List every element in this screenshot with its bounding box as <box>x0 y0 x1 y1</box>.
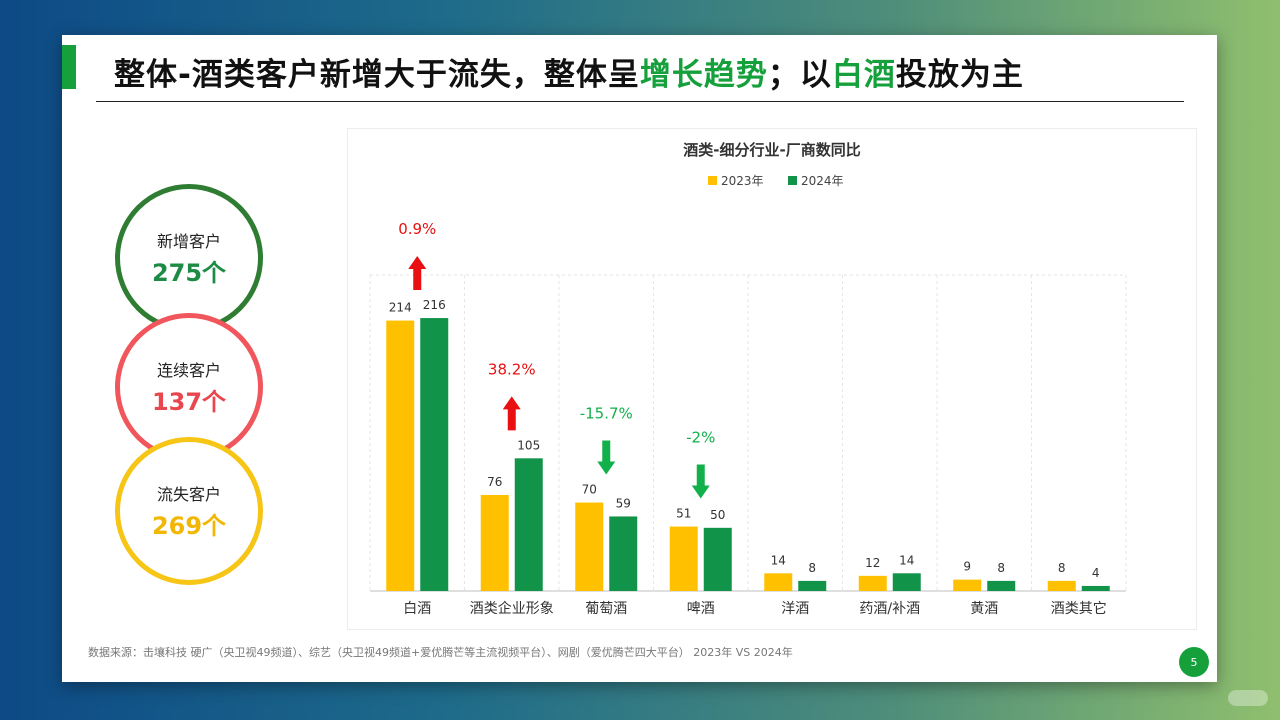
x-tick-label: 白酒 <box>403 601 431 617</box>
bar-2023 <box>669 526 698 591</box>
bar-2023 <box>1047 580 1076 591</box>
title-text-1: 整体-酒类客户新增大于流失，整体呈 <box>114 57 640 93</box>
data-label-2023: 70 <box>582 483 597 497</box>
legend-swatch-0 <box>708 176 717 185</box>
change-percent-label: 38.2% <box>488 360 536 378</box>
data-label-2023: 214 <box>389 301 412 315</box>
data-label-2023: 76 <box>487 475 502 489</box>
chart-panel: 酒类-细分行业-厂商数同比 2023年 2024年 214 216 白酒 76 105 酒类企业… <box>347 128 1197 630</box>
data-label-2024: 216 <box>423 298 446 312</box>
kpi-new-customers: 新增客户 275个 <box>115 184 263 332</box>
data-label-2024: 8 <box>997 561 1005 575</box>
bar-2023 <box>386 320 415 591</box>
title-divider <box>96 101 1184 102</box>
bar-2024 <box>987 580 1016 591</box>
x-tick-label: 啤酒 <box>687 601 715 617</box>
data-label-2023: 14 <box>771 553 786 567</box>
bar-2023 <box>764 573 793 591</box>
legend-swatch-1 <box>788 176 797 185</box>
data-source-note: 数据来源：击壤科技 硬广（央卫视49频道）、综艺（央卫视49频道+爱优腾芒等主流… <box>88 646 793 659</box>
kpi-continuing-label: 连续客户 <box>156 361 221 380</box>
kpi-new-label: 新增客户 <box>156 232 221 251</box>
x-tick-label: 葡萄酒 <box>585 601 627 617</box>
data-label-2024: 14 <box>899 553 914 567</box>
x-tick-label: 黄酒 <box>970 600 998 617</box>
bar-chart: 酒类-细分行业-厂商数同比 2023年 2024年 214 216 白酒 76 105 酒类企业… <box>369 141 1127 617</box>
page-number: 5 <box>1179 647 1209 677</box>
bar-2023 <box>575 502 604 591</box>
data-label-2024: 4 <box>1092 566 1100 580</box>
page-title: 整体-酒类客户新增大于流失，整体呈增长趋势；以白酒投放为主 <box>114 49 1024 94</box>
title-text-2: ；以 <box>767 57 832 93</box>
data-label-2023: 12 <box>865 556 880 570</box>
x-tick-label: 酒类其它 <box>1051 600 1107 617</box>
title-highlight-baijiu: 白酒 <box>831 57 896 93</box>
bar-2024 <box>703 527 732 591</box>
kpi-lost-label: 流失客户 <box>156 485 221 504</box>
data-label-2024: 8 <box>808 561 816 575</box>
bar-2023 <box>953 579 982 591</box>
watermark <box>1228 690 1268 706</box>
arrow-down-icon <box>691 464 710 499</box>
data-label-2023: 9 <box>963 560 971 574</box>
title-highlight-growth: 增长趋势 <box>639 57 768 93</box>
arrow-up-icon <box>502 396 521 431</box>
data-label-2024: 50 <box>710 508 725 522</box>
slide: 整体-酒类客户新增大于流失，整体呈增长趋势；以白酒投放为主 新增客户 275个 … <box>62 35 1217 682</box>
x-tick-label: 洋酒 <box>781 601 809 617</box>
data-label-2024: 59 <box>616 496 631 510</box>
kpi-lost-value: 269个 <box>151 512 227 540</box>
arrow-up-icon <box>408 256 427 291</box>
x-tick-label: 药酒/补酒 <box>859 601 920 617</box>
title-accent-bar <box>62 45 76 89</box>
title-text-3: 投放为主 <box>895 57 1024 93</box>
legend-label-0: 2023年 <box>721 174 764 188</box>
data-label-2023: 8 <box>1058 561 1066 575</box>
bar-2024 <box>420 318 449 591</box>
change-percent-label: -2% <box>686 429 715 447</box>
kpi-new-value: 275个 <box>151 259 227 287</box>
change-percent-label: 0.9% <box>398 220 436 238</box>
bar-2023 <box>858 575 887 591</box>
kpi-lost-customers: 流失客户 269个 <box>115 437 263 585</box>
kpi-continuing-value: 137个 <box>151 388 227 416</box>
bar-2024 <box>1081 585 1110 591</box>
bar-2024 <box>798 580 827 591</box>
data-label-2023: 51 <box>676 507 691 521</box>
legend-label-1: 2024年 <box>801 174 844 188</box>
change-percent-label: -15.7% <box>580 405 633 423</box>
kpi-continuing-customers: 连续客户 137个 <box>115 313 263 461</box>
bar-2023 <box>480 494 509 591</box>
bar-2024 <box>514 458 543 591</box>
bar-2024 <box>892 573 921 591</box>
chart-title: 酒类-细分行业-厂商数同比 <box>683 141 860 159</box>
arrow-down-icon <box>597 440 616 475</box>
data-label-2024: 105 <box>517 438 540 452</box>
x-tick-label: 酒类企业形象 <box>470 600 554 617</box>
bar-2024 <box>609 516 638 591</box>
